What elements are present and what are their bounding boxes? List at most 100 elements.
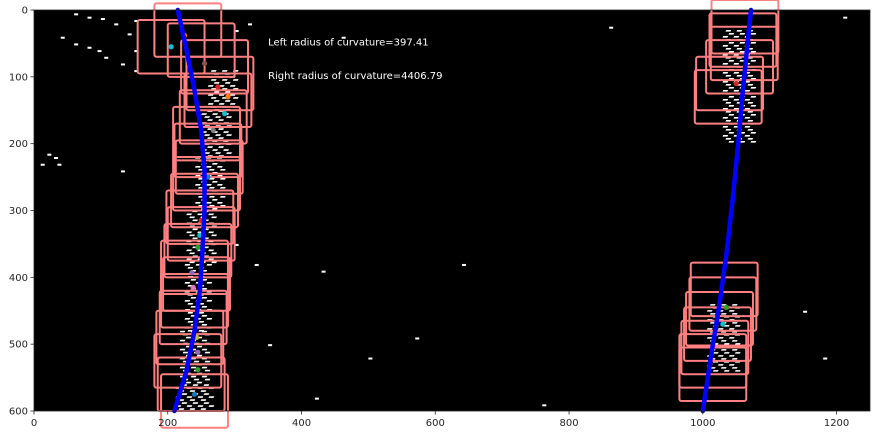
lane-pixel bbox=[189, 408, 196, 410]
lane-pixel bbox=[196, 381, 203, 384]
lane-pixel bbox=[197, 405, 204, 407]
lane-pixel bbox=[750, 141, 757, 143]
lane-pixel bbox=[725, 48, 732, 50]
lane-pixel bbox=[198, 320, 205, 323]
lane-pixel bbox=[206, 281, 213, 284]
lane-pixel bbox=[229, 94, 236, 96]
lane-pixel bbox=[722, 72, 729, 74]
lane-pixel bbox=[720, 358, 727, 360]
noise-speck bbox=[415, 337, 420, 340]
lane-pixel bbox=[731, 304, 738, 306]
lane-pixel bbox=[184, 299, 191, 302]
lane-pixel bbox=[211, 163, 218, 165]
right-curvature-label: Right radius of curvature=4406.79 bbox=[268, 71, 442, 82]
y-tick-label: 600 bbox=[9, 407, 28, 418]
lane-pixel bbox=[201, 323, 208, 326]
lane-pixel bbox=[197, 213, 203, 216]
lane-pixel bbox=[744, 90, 751, 92]
x-tick-label: 200 bbox=[158, 418, 177, 429]
lane-pixel bbox=[739, 141, 746, 143]
noise-speck bbox=[104, 56, 109, 59]
lane-pixel bbox=[229, 85, 236, 87]
lane-pixel bbox=[189, 216, 195, 219]
lane-pixel bbox=[193, 378, 200, 381]
centroid-point bbox=[733, 80, 739, 87]
lane-pixel bbox=[747, 111, 754, 113]
noise-speck bbox=[823, 357, 828, 360]
lane-pixel bbox=[747, 138, 754, 140]
lane-pixel bbox=[190, 305, 197, 308]
lane-pixel bbox=[206, 263, 213, 266]
noise-speck bbox=[134, 70, 139, 73]
lane-pixel bbox=[204, 351, 211, 354]
lane-pixel bbox=[211, 261, 217, 264]
centroid-point bbox=[225, 94, 231, 100]
noise-speck bbox=[100, 18, 105, 21]
lane-pixel bbox=[744, 135, 751, 137]
lane-pixel bbox=[186, 249, 192, 252]
noise-speck bbox=[321, 270, 326, 273]
centroid-point bbox=[201, 60, 208, 67]
noise-speck bbox=[87, 16, 92, 19]
lane-pixel bbox=[221, 79, 228, 81]
noise-speck bbox=[57, 163, 62, 166]
lane-pixel bbox=[717, 328, 724, 330]
lane-pixel bbox=[720, 349, 727, 351]
lane-pixel bbox=[723, 370, 730, 372]
lane-pixel bbox=[212, 149, 218, 151]
lane-pixel bbox=[728, 96, 735, 98]
lane-pixel bbox=[747, 120, 754, 122]
lane-pixel bbox=[210, 79, 217, 81]
centroid-point bbox=[191, 391, 198, 397]
lane-pixel bbox=[189, 261, 195, 264]
lane-pixel bbox=[229, 103, 236, 105]
lane-pixel bbox=[216, 166, 223, 168]
noise-speck bbox=[368, 357, 373, 360]
lane-pixel bbox=[739, 42, 746, 44]
lane-pixel bbox=[744, 117, 751, 119]
lane-pixel bbox=[216, 184, 223, 186]
centroid-point bbox=[168, 44, 174, 50]
lane-pixel bbox=[181, 402, 188, 404]
lane-pixel bbox=[192, 219, 198, 222]
lane-pixel bbox=[731, 367, 738, 369]
x-axis: 0 200 400 600 800 1000 1200 bbox=[31, 411, 849, 429]
search-window-right bbox=[693, 69, 763, 125]
lane-pixel bbox=[205, 184, 212, 186]
noise-speck bbox=[254, 263, 259, 266]
lane-pixel bbox=[728, 33, 735, 35]
lane-pixel bbox=[218, 137, 224, 139]
lane-pixel bbox=[215, 134, 221, 136]
lane-pixel bbox=[725, 129, 732, 131]
lane-pixel bbox=[190, 296, 197, 299]
lane-pixel bbox=[733, 45, 740, 47]
lane-pixel bbox=[219, 178, 226, 180]
lane-pixel bbox=[201, 278, 208, 281]
centroid-point bbox=[195, 366, 201, 373]
lane-pixel bbox=[219, 196, 226, 198]
lane-pixel bbox=[218, 103, 225, 105]
lane-pixel bbox=[219, 169, 226, 171]
search-window-left bbox=[172, 105, 241, 162]
lane-pixel bbox=[734, 325, 741, 327]
lane-fit-lines bbox=[172, 7, 754, 414]
lane-pixel bbox=[187, 329, 194, 332]
lane-pixel bbox=[178, 408, 185, 410]
lane-pixel bbox=[185, 336, 192, 339]
lane-pixel bbox=[186, 231, 192, 234]
lane-pixel bbox=[190, 278, 197, 281]
lane-pixel bbox=[750, 60, 757, 62]
lane-pixel bbox=[218, 119, 224, 121]
lane-pixel bbox=[733, 54, 740, 56]
search-window-left bbox=[178, 89, 248, 145]
lane-pixel bbox=[210, 97, 217, 99]
lane-pixel bbox=[182, 351, 189, 354]
lane-pixel bbox=[197, 396, 204, 398]
lane-pixel bbox=[226, 116, 232, 118]
lane-pixel bbox=[201, 296, 208, 299]
lane-pixel bbox=[733, 63, 740, 65]
search-window-left bbox=[160, 373, 229, 429]
lane-pixel bbox=[725, 138, 732, 140]
lane-pixel bbox=[211, 252, 217, 255]
